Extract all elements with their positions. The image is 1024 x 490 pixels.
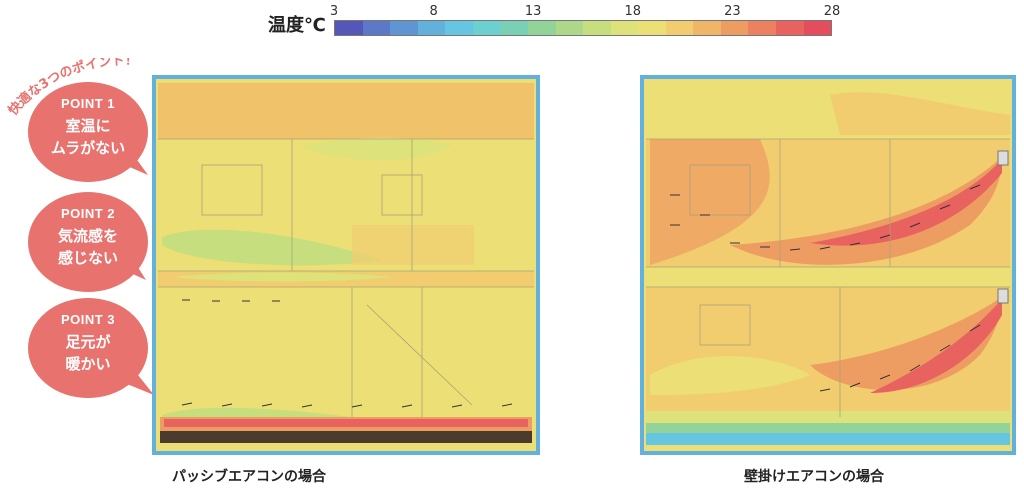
legend-swatch [720, 21, 749, 35]
warm-zone [352, 225, 474, 265]
point-line: ムラがない [50, 139, 126, 157]
warm-zone [830, 92, 1010, 135]
point-line: 感じない [57, 249, 118, 267]
bubble-tail [125, 150, 148, 175]
point-line: 暖かい [65, 355, 111, 373]
legend-swatch [390, 21, 418, 35]
jet-zone [730, 157, 1002, 265]
warm-zone [650, 139, 770, 265]
legend-swatch [500, 21, 528, 35]
legend-swatch [445, 21, 473, 35]
legend-swatch [803, 21, 832, 35]
hot-jet-zone [870, 299, 1002, 393]
temperature-color-scale [334, 20, 832, 36]
point-line: 足元が [65, 333, 111, 351]
airflow-arrows [670, 184, 981, 392]
legend-swatch [527, 21, 556, 35]
airflow-arrows [181, 299, 513, 408]
legend-swatch [610, 21, 639, 35]
mild-zone [650, 356, 810, 395]
floor-slab [160, 431, 532, 443]
point-label: POINT 3 [60, 312, 116, 327]
legend-tick: 3 [329, 4, 339, 19]
cool-zone [646, 411, 1010, 423]
legend-title: 温度℃ [268, 15, 326, 36]
hot-jet-zone [810, 159, 1002, 246]
legend-tick: 23 [724, 4, 741, 19]
bubble-tails [122, 150, 154, 395]
legend-swatch [748, 21, 776, 35]
wall-aircon-upper [997, 150, 1009, 166]
wall-aircon-simulation [640, 75, 1016, 455]
point-line: 気流感を [57, 227, 118, 245]
legend-swatch [472, 21, 501, 35]
point-bubble-2: POINT 2 気流感を 感じない [28, 192, 148, 292]
caption-passive-aircon: パッシブエアコンの場合 [172, 469, 326, 485]
legend-tick: 13 [524, 4, 542, 19]
mild-zone [302, 137, 452, 161]
legend-tick: 8 [429, 4, 438, 19]
legend-swatch [638, 21, 666, 35]
wall-aircon-lower [997, 288, 1009, 304]
structure-lines [646, 138, 1010, 417]
legend-swatch [665, 21, 694, 35]
cold-zone [646, 423, 1010, 433]
structure-lines [158, 138, 534, 417]
legend-tick: 18 [624, 4, 642, 19]
point-line: 室温に [65, 117, 111, 135]
warm-zone [158, 95, 534, 139]
legend-swatch [555, 21, 584, 35]
point-label: POINT 2 [60, 206, 116, 221]
point-label: POINT 1 [60, 96, 116, 111]
legend-swatch [335, 21, 363, 35]
legend-swatch [583, 21, 611, 35]
legend-swatch [417, 21, 446, 35]
bubble-tail [124, 258, 146, 280]
mild-zone [172, 272, 392, 282]
legend-tick: 28 [823, 4, 841, 19]
jet-zone [810, 297, 1002, 390]
bubble-tail [122, 365, 154, 395]
passive-aircon-simulation [152, 75, 540, 455]
legend-swatch [362, 21, 391, 35]
legend-swatch [693, 21, 721, 35]
coldest-zone [646, 433, 1010, 445]
cool-zone [162, 229, 382, 266]
underfloor-hot-zone [164, 419, 528, 427]
floor-band [646, 267, 1010, 287]
caption-wall-aircon: 壁掛けエアコンの場合 [744, 469, 884, 485]
legend-ticks: 3 8 13 18 23 28 [330, 2, 840, 19]
legend-swatch [776, 21, 804, 35]
